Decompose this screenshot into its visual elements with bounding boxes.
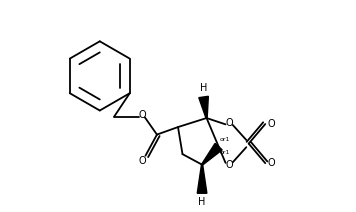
Text: O: O [139,156,146,166]
Text: H: H [198,197,206,207]
Text: O: O [267,119,275,129]
Text: or1: or1 [219,150,230,155]
Text: H: H [200,83,207,93]
Text: or1: or1 [219,137,230,142]
Text: O: O [267,158,275,168]
Polygon shape [199,96,208,118]
Text: O: O [225,118,233,128]
Polygon shape [197,165,207,193]
Polygon shape [201,143,222,165]
Text: O: O [139,110,146,120]
Text: O: O [225,160,233,170]
